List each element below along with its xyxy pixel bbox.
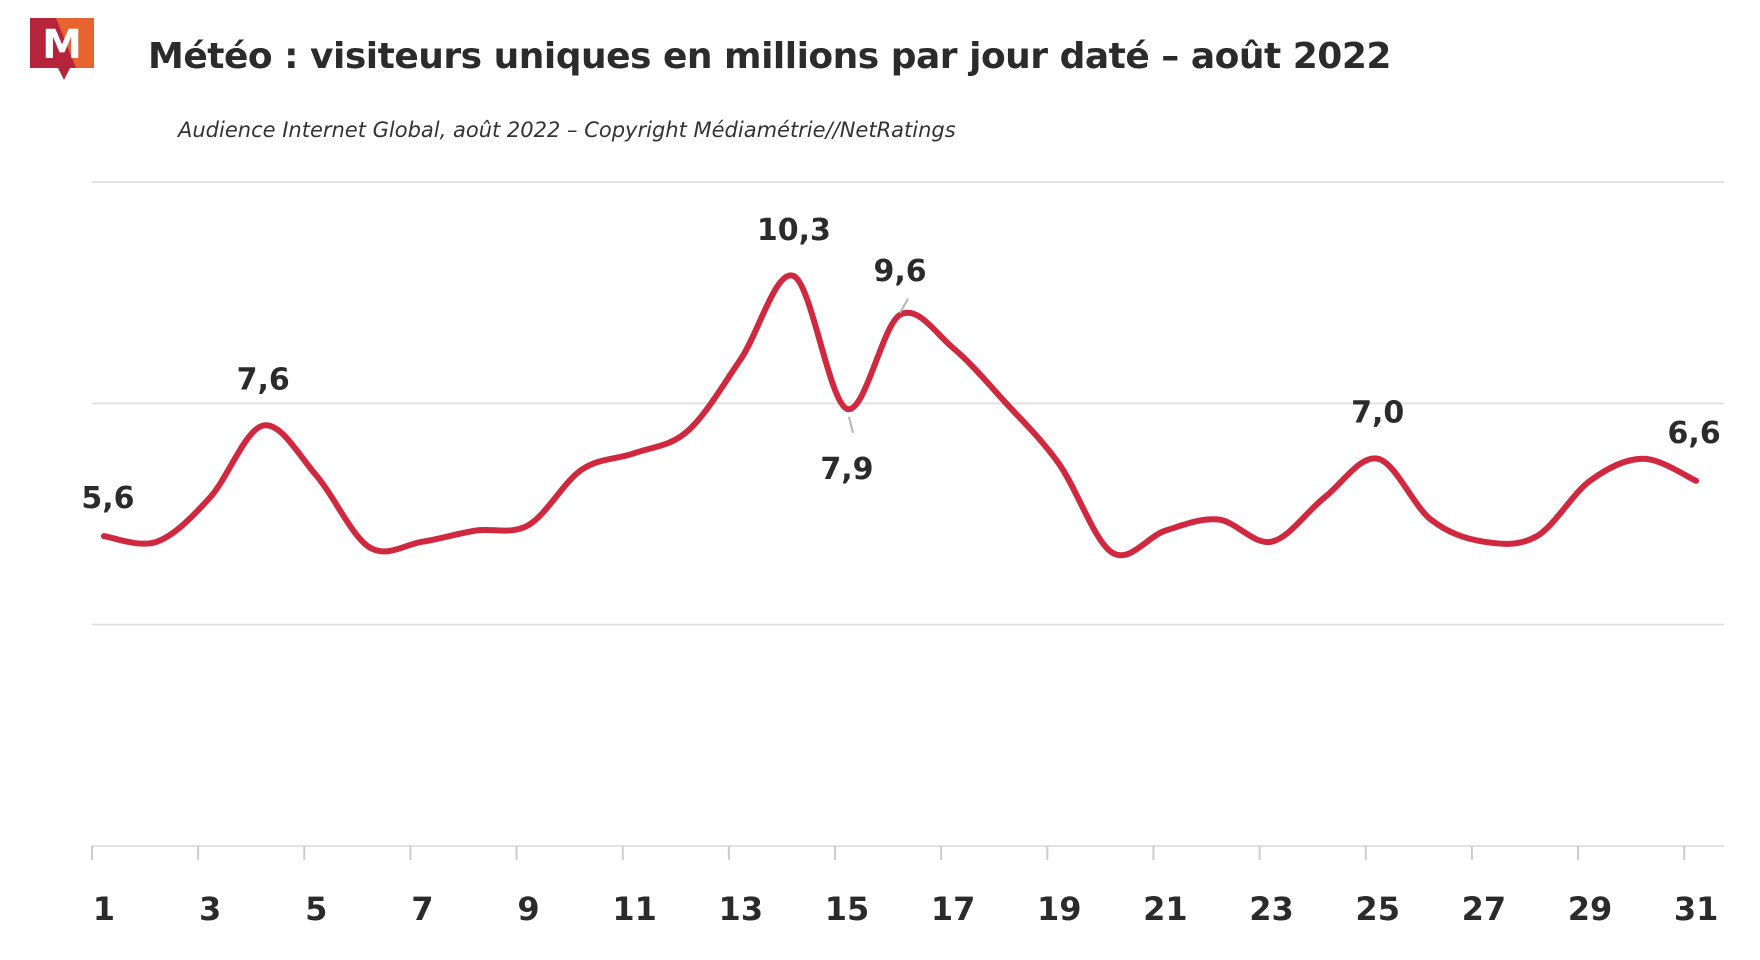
- data-point-day-2: [154, 539, 160, 545]
- data-label-day-14: 10,3: [757, 213, 831, 248]
- data-point-day-5: [313, 472, 319, 478]
- data-point-day-9: [526, 522, 532, 528]
- logo-letter: M: [42, 22, 82, 68]
- data-point-day-27: [1481, 539, 1487, 545]
- data-point-day-11: [632, 450, 638, 456]
- data-label-leader: [899, 298, 909, 314]
- x-tick-label: 31: [1674, 890, 1719, 928]
- x-tick-label: 25: [1355, 890, 1400, 928]
- chart-subtitle: Audience Internet Global, août 2022 – Co…: [178, 118, 956, 142]
- data-point-day-12: [685, 428, 691, 434]
- x-tick-label: 1: [93, 890, 115, 928]
- data-point-day-20: [1109, 550, 1115, 556]
- data-point-day-14: [791, 273, 797, 279]
- data-point-day-24: [1322, 494, 1328, 500]
- data-point-day-23: [1269, 539, 1275, 545]
- data-point-day-22: [1215, 517, 1221, 523]
- data-point-day-15: [844, 406, 850, 412]
- data-point-day-8: [472, 528, 478, 534]
- data-point-day-26: [1428, 517, 1434, 523]
- data-point-day-3: [207, 494, 213, 500]
- data-point-day-17: [950, 345, 956, 351]
- data-point-day-29: [1587, 478, 1593, 484]
- data-point-day-13: [738, 356, 744, 362]
- data-label-day-1: 5,6: [81, 481, 134, 516]
- data-label-day-15: 7,9: [820, 452, 873, 487]
- x-tick-label: 9: [517, 890, 539, 928]
- x-tick-label: 17: [931, 890, 976, 928]
- data-point-day-25: [1375, 456, 1381, 462]
- data-label-leader: [847, 416, 854, 434]
- data-point-day-10: [579, 467, 585, 473]
- data-label-day-4: 7,6: [237, 362, 290, 397]
- data-point-day-31: [1693, 478, 1699, 484]
- x-tick-label: 7: [411, 890, 433, 928]
- logo-shape-front: [56, 18, 94, 68]
- data-point-day-18: [1003, 400, 1009, 406]
- chart-title: Météo : visiteurs uniques en millions pa…: [148, 36, 1391, 77]
- series-line-meteo: [100, 272, 1700, 559]
- x-tick-label: 13: [719, 890, 764, 928]
- x-tick-label: 11: [612, 890, 657, 928]
- x-tick-label: 23: [1249, 890, 1294, 928]
- data-point-day-21: [1162, 528, 1168, 534]
- data-label-day-16: 9,6: [873, 254, 926, 289]
- x-tick-label: 5: [305, 890, 327, 928]
- data-point-day-7: [419, 539, 425, 545]
- x-tick-label: 19: [1037, 890, 1082, 928]
- data-point-day-6: [366, 544, 372, 550]
- data-label-day-25: 7,0: [1351, 396, 1404, 431]
- data-label-day-31: 6,6: [1668, 416, 1721, 451]
- x-tick-label: 15: [825, 890, 870, 928]
- x-tick-label: 27: [1462, 890, 1507, 928]
- data-point-day-30: [1640, 456, 1646, 462]
- x-tick-label: 29: [1568, 890, 1613, 928]
- mediametrie-logo: M: [30, 18, 104, 90]
- data-point-day-19: [1056, 461, 1062, 467]
- data-point-day-4: [260, 422, 266, 428]
- data-point-day-28: [1534, 533, 1540, 539]
- x-tick-label: 21: [1143, 890, 1188, 928]
- data-point-day-1: [101, 533, 107, 539]
- x-tick-label: 3: [199, 890, 221, 928]
